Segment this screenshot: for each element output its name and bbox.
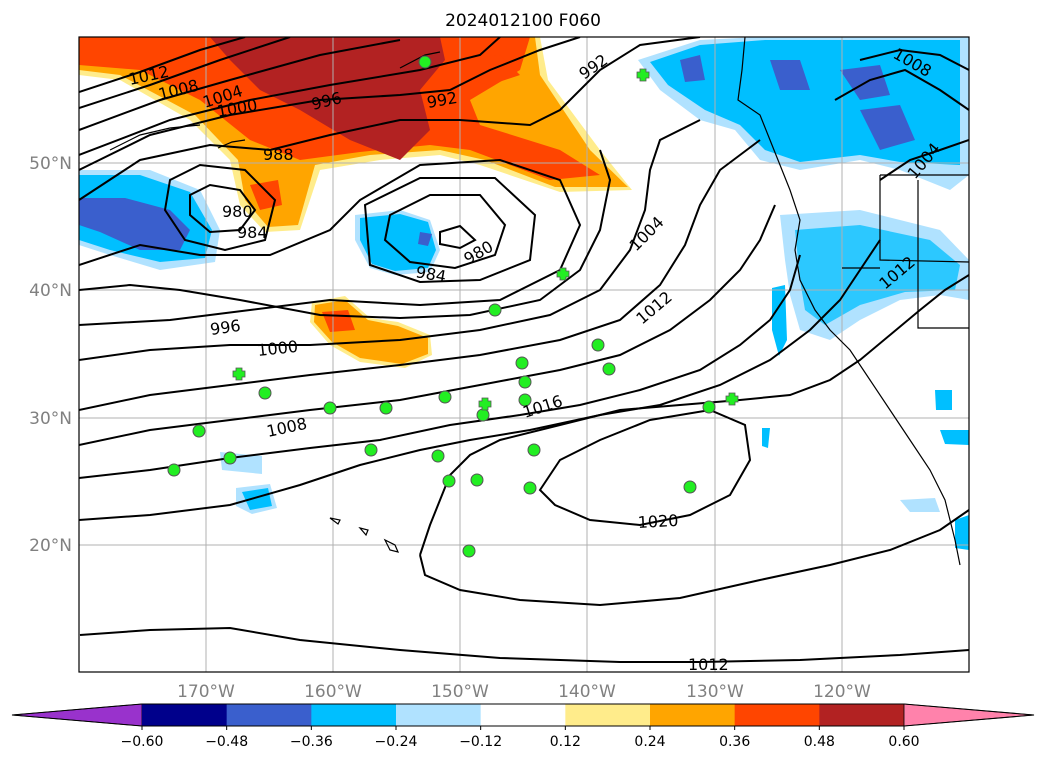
observation-markers xyxy=(167,55,739,558)
colorbar-tick-label: −0.48 xyxy=(205,734,248,750)
lon-label: 140°W xyxy=(558,682,616,702)
isobar-label: 1020 xyxy=(637,511,679,532)
lat-label: 20°N xyxy=(29,536,72,556)
lon-label: 150°W xyxy=(431,682,489,702)
latitude-labels: 50°N 40°N 30°N 20°N xyxy=(29,154,72,556)
map-frame xyxy=(78,36,970,673)
map-title: 2024012100 F060 xyxy=(445,11,601,31)
isobar-label: 980 xyxy=(222,202,253,221)
colorbar-tick-label: 0.36 xyxy=(719,734,750,750)
isobar-label: 1012 xyxy=(688,655,729,674)
graticule xyxy=(79,37,969,672)
colorbar-segment xyxy=(650,704,736,726)
isobar-label: 984 xyxy=(237,223,268,242)
colorbar-tick-label: −0.12 xyxy=(459,734,502,750)
colorbar: −0.60 −0.48 −0.36 −0.24 −0.12 0.12 0.24 0.36 0.4… xyxy=(11,703,1035,750)
colorbar-segment xyxy=(480,704,566,726)
colorbar-extend-high xyxy=(903,703,1035,727)
colorbar-segment xyxy=(142,704,228,726)
lat-label: 40°N xyxy=(29,281,72,301)
lon-label: 120°W xyxy=(813,682,871,702)
colorbar-tick-label: 0.12 xyxy=(550,734,581,750)
longitude-labels: 170°W 160°W 150°W 140°W 130°W 120°W xyxy=(177,682,871,702)
colorbar-segment xyxy=(396,704,482,726)
negative-anomaly-fill xyxy=(79,37,969,550)
isobar-label: 1000 xyxy=(256,337,298,360)
isobar-label: 996 xyxy=(209,316,242,339)
lon-label: 170°W xyxy=(177,682,235,702)
colorbar-segment xyxy=(734,704,820,726)
colorbar-segment xyxy=(226,704,312,726)
isobars xyxy=(79,37,969,663)
colorbar-tick-label: 0.60 xyxy=(888,734,919,750)
colorbar-segment xyxy=(819,704,905,726)
lat-label: 30°N xyxy=(29,409,72,429)
colorbar-extend-low xyxy=(11,703,143,727)
lon-label: 130°W xyxy=(686,682,744,702)
colorbar-tick-label: 0.48 xyxy=(804,734,835,750)
colorbar-tick-label: −0.24 xyxy=(375,734,418,750)
colorbar-segment xyxy=(565,704,651,726)
map-area: 1012 1008 1004 1000 996 992 988 980 984 … xyxy=(79,37,969,674)
isobar-label: 988 xyxy=(263,145,294,164)
colorbar-tick-label: −0.60 xyxy=(121,734,164,750)
colorbar-tick-label: −0.36 xyxy=(290,734,333,750)
lat-label: 50°N xyxy=(29,154,72,174)
colorbar-segment xyxy=(311,704,397,726)
lon-label: 160°W xyxy=(304,682,362,702)
colorbar-tick-label: 0.24 xyxy=(634,734,665,750)
